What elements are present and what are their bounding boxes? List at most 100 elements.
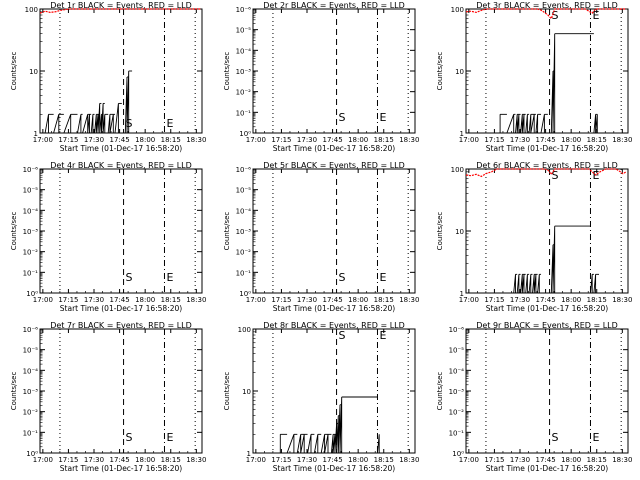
panel-title: Det 2r BLACK = Events, RED = LLD: [263, 1, 405, 10]
time-marker-label: E: [379, 111, 386, 124]
y-tick-label: 10⁻⁴: [449, 367, 465, 375]
y-tick-label: 10⁻¹: [23, 269, 39, 277]
time-marker-label: S: [339, 111, 346, 124]
y-tick-label: 1: [34, 130, 38, 138]
x-tick-label: 18:30: [612, 456, 632, 464]
x-tick-label: 17:00: [33, 456, 53, 464]
y-axis-label: Counts/sec: [10, 212, 18, 251]
y-tick-label: 10⁻⁶: [23, 326, 39, 334]
x-tick-label: 17:15: [484, 456, 504, 464]
panel-2: Det 2r BLACK = Events, RED = LLD 17:00 17:…: [223, 1, 419, 153]
x-tick-label: 17:45: [109, 136, 129, 144]
x-axis-label: Start Time (01-Dec-17 16:58:20): [273, 464, 395, 473]
x-tick-label: 17:30: [510, 296, 530, 304]
x-tick-label: 17:15: [271, 456, 291, 464]
x-tick-label: 17:30: [510, 456, 530, 464]
x-axis-label: Start Time (01-Dec-17 16:58:20): [273, 144, 395, 153]
x-tick-label: 17:30: [297, 296, 317, 304]
x-tick-label: 18:15: [587, 456, 607, 464]
y-tick-label: 10⁻²: [449, 409, 465, 417]
x-tick-label: 17:45: [535, 296, 555, 304]
panel-4: Det 4r BLACK = Events, RED = LLD 17:00 17:…: [10, 161, 206, 313]
panel-9: Det 9r BLACK = Events, RED = LLD 17:00 17:…: [436, 321, 632, 473]
plot-frame: [465, 328, 629, 454]
x-tick-label: 18:15: [161, 296, 181, 304]
x-tick-label: 18:15: [374, 136, 394, 144]
y-tick-label: 10⁻⁶: [23, 166, 39, 174]
time-marker-label: S: [339, 329, 346, 342]
x-tick-label: 17:15: [484, 136, 504, 144]
y-tick-label: 10⁻⁵: [23, 347, 39, 355]
y-tick-label: 10⁻²: [236, 89, 252, 97]
plot-frame: [465, 168, 629, 294]
x-tick-label: 18:30: [399, 136, 419, 144]
panel-title: Det 1r BLACK = Events, RED = LLD: [50, 1, 192, 10]
y-tick-label: 10⁻⁴: [236, 47, 252, 55]
x-tick-label: 18:30: [612, 136, 632, 144]
y-axis-label: Counts/sec: [223, 212, 231, 251]
time-marker-label: S: [552, 169, 559, 182]
x-tick-label: 17:00: [459, 456, 479, 464]
y-tick-label: 100: [238, 326, 251, 334]
lld-series-line: [465, 8, 627, 20]
x-tick-label: 18:00: [135, 456, 155, 464]
x-tick-label: 18:00: [561, 136, 581, 144]
x-tick-label: 18:00: [348, 136, 368, 144]
y-tick-label: 100: [25, 6, 38, 14]
x-tick-label: 18:15: [161, 456, 181, 464]
x-tick-label: 18:00: [348, 296, 368, 304]
x-tick-label: 17:30: [84, 456, 104, 464]
panel-title: Det 5r BLACK = Events, RED = LLD: [263, 161, 405, 170]
y-tick-label: 10⁻²: [23, 409, 39, 417]
y-tick-label: 10⁰: [452, 450, 464, 458]
x-tick-label: 17:45: [322, 296, 342, 304]
time-marker-label: S: [339, 271, 346, 284]
x-tick-label: 17:45: [535, 136, 555, 144]
panel-6: Det 6r BLACK = Events, RED = LLD 17:00 17:…: [436, 161, 632, 313]
lld-series-line: [39, 8, 201, 14]
x-tick-label: 18:15: [374, 296, 394, 304]
time-marker-label: E: [379, 271, 386, 284]
x-tick-label: 17:00: [246, 456, 266, 464]
time-marker-label: E: [379, 329, 386, 342]
y-tick-label: 10⁻¹: [236, 109, 252, 117]
x-tick-label: 17:15: [58, 296, 78, 304]
x-tick-label: 18:30: [399, 456, 419, 464]
lld-series-line: [465, 168, 627, 178]
x-tick-label: 18:00: [135, 296, 155, 304]
x-tick-label: 17:00: [246, 296, 266, 304]
time-marker-label: E: [592, 169, 599, 182]
time-marker-label: S: [552, 9, 559, 22]
panel-title: Det 4r BLACK = Events, RED = LLD: [50, 161, 192, 170]
x-tick-label: 17:00: [246, 136, 266, 144]
time-marker-label: S: [126, 431, 133, 444]
y-tick-label: 1: [247, 450, 251, 458]
panel-1: Det 1r BLACK = Events, RED = LLD 17:00 17:…: [10, 1, 206, 153]
y-tick-label: 10⁻⁶: [236, 166, 252, 174]
y-tick-label: 10⁻³: [236, 68, 252, 76]
plot-frame: [252, 8, 416, 134]
y-tick-label: 10⁰: [239, 130, 251, 138]
x-tick-label: 17:45: [535, 456, 555, 464]
y-axis-label: Counts/sec: [436, 372, 444, 411]
events-series-line: [499, 33, 598, 134]
x-tick-label: 17:15: [484, 296, 504, 304]
y-tick-label: 10⁻³: [236, 228, 252, 236]
x-tick-label: 18:30: [612, 296, 632, 304]
y-tick-label: 10⁻⁵: [449, 347, 465, 355]
x-tick-label: 18:00: [561, 296, 581, 304]
x-tick-label: 17:00: [459, 136, 479, 144]
y-tick-label: 10: [29, 68, 38, 76]
y-tick-label: 10⁻⁵: [236, 187, 252, 195]
x-tick-label: 17:30: [510, 136, 530, 144]
events-series-line: [513, 226, 599, 294]
x-tick-label: 17:15: [58, 136, 78, 144]
time-marker-label: E: [592, 431, 599, 444]
time-marker-label: E: [166, 271, 173, 284]
y-tick-label: 10: [455, 68, 464, 76]
y-tick-label: 10⁻³: [449, 388, 465, 396]
y-tick-label: 10⁻³: [23, 228, 39, 236]
y-tick-label: 1: [460, 130, 464, 138]
x-axis-label: Start Time (01-Dec-17 16:58:20): [60, 144, 182, 153]
